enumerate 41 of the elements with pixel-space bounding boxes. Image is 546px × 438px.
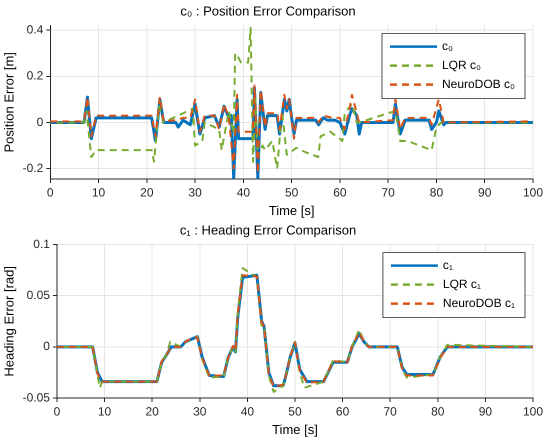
x-tick-label: 70: [384, 404, 398, 419]
legend-label: NeuroDOB c₁: [442, 296, 515, 310]
x-tick-label: 20: [140, 186, 154, 200]
y-axis-title: Position Error [m]: [1, 52, 16, 153]
y-tick-label: -0.05: [22, 390, 50, 404]
x-tick-label: 50: [288, 404, 302, 419]
y-tick-label: 0.05: [26, 288, 50, 302]
x-tick-label: 20: [145, 404, 160, 419]
legend-label: LQR c₀: [442, 58, 481, 72]
x-tick-label: 90: [478, 404, 492, 419]
x-tick-label: 80: [431, 404, 445, 419]
x-tick-label: 50: [284, 186, 299, 200]
x-tick-label: 30: [188, 186, 202, 200]
legend-label: c₁: [442, 258, 453, 272]
y-tick-label: 0: [43, 339, 50, 354]
y-tick-label: 0.2: [26, 68, 44, 83]
chart-title: c₁ : Heading Error Comparison: [180, 222, 356, 238]
x-tick-label: 90: [478, 186, 492, 200]
y-axis-title: Heading Error [rad]: [1, 266, 16, 377]
x-tick-label: 60: [336, 404, 350, 419]
legend-label: NeuroDOB c₀: [442, 76, 516, 91]
y-tick-label: 0.1: [33, 236, 50, 251]
legend-label: c₀: [442, 38, 453, 53]
x-tick-label: 0: [54, 404, 61, 419]
x-tick-label: 30: [193, 404, 207, 419]
x-tick-label: 80: [430, 186, 444, 200]
x-tick-label: 60: [333, 186, 347, 200]
y-tick-label: 0: [36, 114, 44, 129]
x-tick-label: 100: [522, 186, 544, 200]
x-tick-label: 70: [381, 186, 396, 200]
x-tick-label: 10: [98, 404, 112, 419]
x-tick-label: 40: [236, 186, 250, 200]
x-axis-title: Time [s]: [272, 422, 318, 437]
y-tick-label: -0.2: [22, 160, 44, 175]
y-tick-label: 0.4: [26, 22, 44, 37]
chart-title: c₀ : Position Error Comparison: [180, 3, 356, 18]
x-tick-label: 40: [240, 404, 254, 419]
x-axis-title: Time [s]: [268, 202, 315, 218]
x-tick-label: 100: [522, 404, 544, 419]
legend-label: LQR c₁: [442, 276, 481, 291]
x-tick-label: 10: [92, 186, 106, 200]
